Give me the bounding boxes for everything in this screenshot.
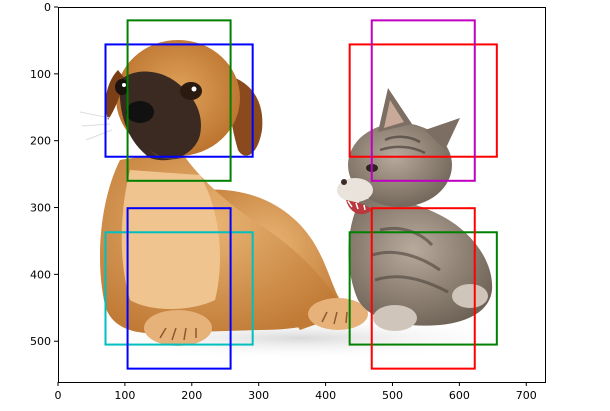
x-axis-ticks: 0 100 200 300 400 500 600 700 <box>55 382 537 402</box>
x-tick-label: 300 <box>248 389 269 402</box>
bounding-box-1 <box>104 43 254 158</box>
x-tick-label: 600 <box>449 389 470 402</box>
y-tick-label: 500 <box>30 335 51 348</box>
x-tick-label: 200 <box>181 389 202 402</box>
bounding-box-8 <box>370 207 476 370</box>
x-tick-label: 400 <box>315 389 336 402</box>
y-axis-ticks: 0 100 200 300 400 500 <box>30 1 58 348</box>
bounding-box-2 <box>126 19 232 182</box>
y-tick-label: 0 <box>44 1 51 14</box>
y-tick-label: 400 <box>30 268 51 281</box>
y-tick-label: 100 <box>30 68 51 81</box>
bounding-box-3 <box>348 43 498 158</box>
bounding-box-4 <box>370 19 476 182</box>
x-tick-label: 700 <box>516 389 537 402</box>
pet-photo <box>58 7 545 382</box>
y-tick-label: 300 <box>30 202 51 215</box>
kitten <box>337 88 493 331</box>
bounding-boxes <box>104 19 498 370</box>
bounding-box-7 <box>348 231 498 346</box>
axes-frame <box>58 7 546 383</box>
bounding-box-5 <box>104 231 254 346</box>
bounding-box-6 <box>126 207 232 370</box>
x-tick-label: 500 <box>382 389 403 402</box>
x-tick-label: 0 <box>55 389 62 402</box>
x-tick-label: 100 <box>114 389 135 402</box>
y-tick-label: 200 <box>30 135 51 148</box>
